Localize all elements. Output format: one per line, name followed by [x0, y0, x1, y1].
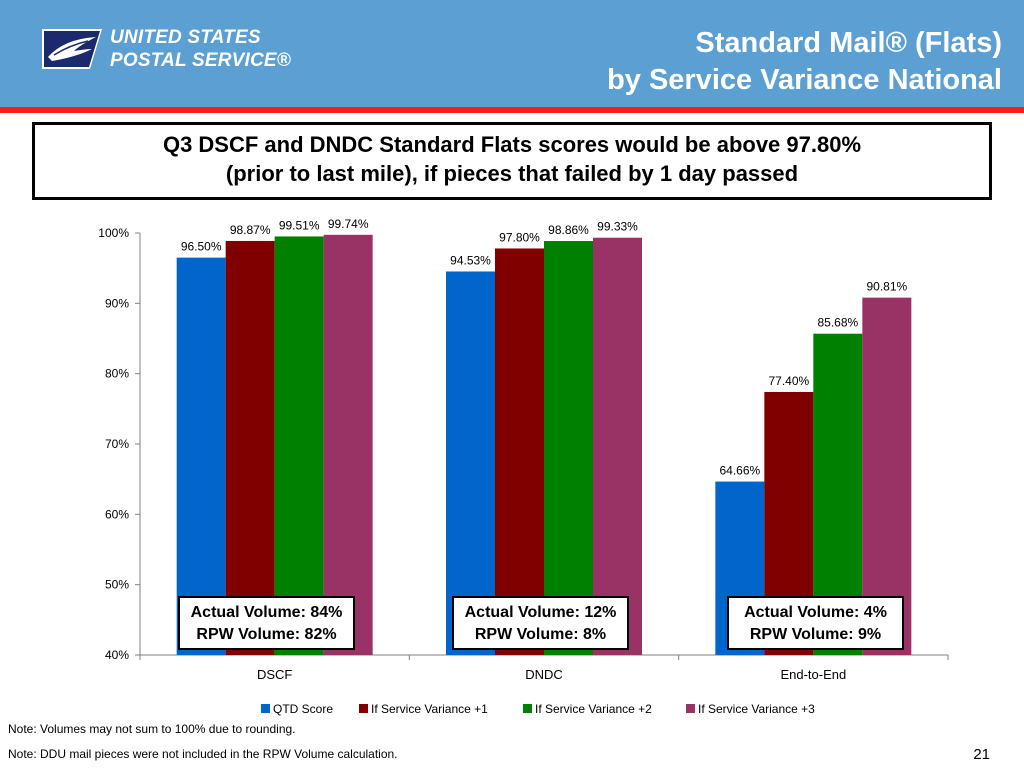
volume-actual: Actual Volume: 4%	[744, 604, 887, 621]
volume-box-dndc: Actual Volume: 12% RPW Volume: 8%	[452, 596, 629, 650]
legend-label: If Service Variance +1	[371, 702, 488, 716]
bar-value-label: 97.80%	[499, 230, 540, 244]
legend-item-variance-3: If Service Variance +3	[686, 702, 815, 716]
legend-label: If Service Variance +3	[698, 702, 815, 716]
y-tick-label: 60%	[105, 507, 129, 521]
logo-line1: UNITED STATES	[110, 27, 261, 48]
bar-chart: 40% 50% 60% 70% 80% 90% 100% DSCF 96.50% 98.87% 99…	[98, 217, 949, 682]
bar-value-label: 64.66%	[719, 464, 760, 478]
legend-swatch	[523, 704, 532, 713]
y-tick-label: 40%	[105, 648, 129, 662]
y-tick-label: 50%	[105, 578, 129, 592]
bar-value-label: 99.74%	[328, 217, 369, 231]
volume-rpw: RPW Volume: 9%	[749, 626, 882, 643]
bar	[176, 257, 226, 655]
bar-value-label: 98.86%	[548, 223, 589, 237]
y-tick-label: 100%	[98, 226, 129, 240]
header-divider	[0, 107, 1024, 113]
note-rounding: Note: Volumes may not sum to 100% due to…	[8, 722, 296, 736]
volume-rpw: RPW Volume: 82%	[196, 626, 337, 643]
x-category-label: DSCF	[257, 667, 292, 682]
note-ddu: Note: DDU mail pieces were not included …	[8, 747, 398, 761]
bar-value-label: 85.68%	[817, 316, 858, 330]
legend-swatch	[359, 704, 368, 713]
bar	[323, 234, 373, 655]
usps-logo: UNITED STATES POSTAL SERVICE®	[40, 27, 291, 73]
bar	[495, 248, 544, 655]
page-title-line1: Standard Mail® (Flats)	[695, 27, 1002, 59]
y-tick-label: 80%	[105, 367, 129, 381]
x-category-label: End-to-End	[780, 667, 846, 682]
bar-value-label: 90.81%	[866, 280, 907, 294]
bar	[544, 241, 593, 655]
volume-rpw: RPW Volume: 8%	[474, 626, 607, 643]
headline-line2: (prior to last mile), if pieces that fai…	[225, 161, 799, 186]
headline-line1: Q3 DSCF and DNDC Standard Flats scores w…	[162, 132, 862, 157]
header-banner: UNITED STATES POSTAL SERVICE® Standard M…	[0, 0, 1024, 107]
legend-item-variance-2: If Service Variance +2	[523, 702, 652, 716]
legend-item-qtd: QTD Score	[261, 702, 333, 716]
y-tick-label: 90%	[105, 296, 129, 310]
bar-value-label: 98.87%	[230, 223, 271, 237]
legend-label: QTD Score	[273, 702, 334, 716]
bar-value-label: 99.51%	[279, 218, 320, 232]
bar	[862, 297, 912, 655]
legend-label: If Service Variance +2	[535, 702, 652, 716]
bar-value-label: 77.40%	[768, 374, 809, 388]
bar	[225, 240, 275, 655]
page-number: 21	[973, 746, 990, 763]
y-tick-label: 70%	[105, 437, 129, 451]
volume-box-end-to-end: Actual Volume: 4% RPW Volume: 9%	[727, 596, 904, 650]
page-title-line2: by Service Variance National	[607, 64, 1002, 96]
volume-actual: Actual Volume: 84%	[190, 604, 343, 621]
bar-value-label: 94.53%	[450, 253, 491, 267]
eagle-logo-icon	[42, 29, 102, 69]
logo-line2: POSTAL SERVICE®	[110, 50, 291, 71]
headline-box: Q3 DSCF and DNDC Standard Flats scores w…	[32, 122, 992, 200]
bar-value-label: 99.33%	[597, 220, 638, 234]
bar	[446, 271, 495, 655]
bar-value-label: 96.50%	[181, 240, 222, 254]
volume-actual: Actual Volume: 12%	[464, 604, 617, 621]
legend-swatch	[686, 704, 695, 713]
legend-item-variance-1: If Service Variance +1	[359, 702, 488, 716]
bar	[274, 236, 324, 655]
volume-box-dscf: Actual Volume: 84% RPW Volume: 82%	[178, 596, 355, 650]
x-category-label: DNDC	[525, 667, 563, 682]
legend-swatch	[261, 704, 270, 713]
bar	[593, 237, 642, 655]
